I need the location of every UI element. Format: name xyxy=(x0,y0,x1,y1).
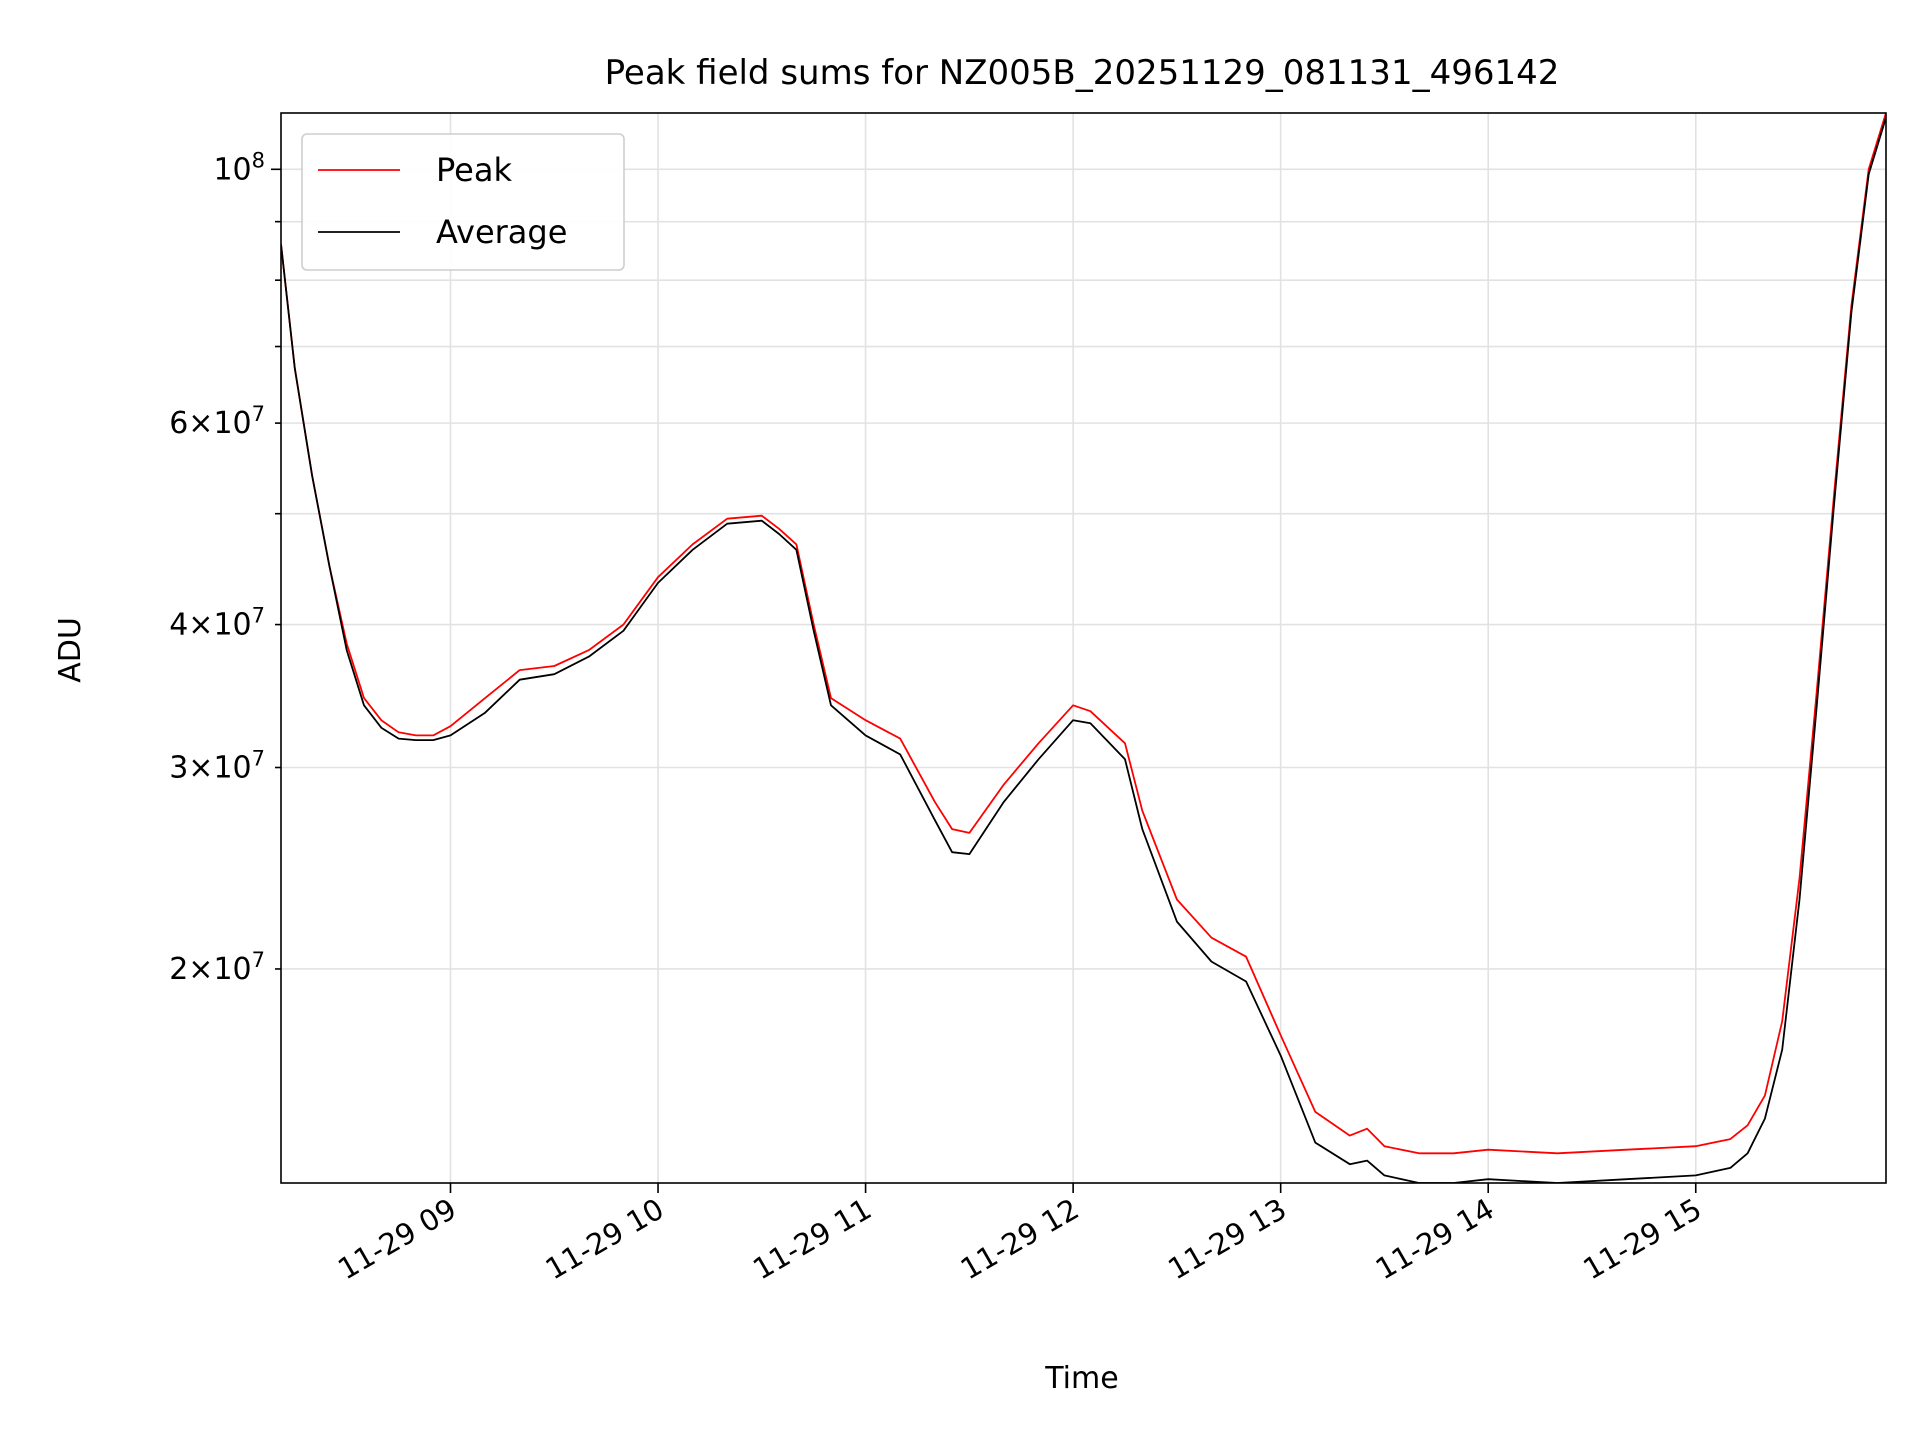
x-axis-ticks: 11-29 09 11-29 10 11-29 11 11-29 12 11-29 13… xyxy=(332,1183,1707,1286)
x-tick-label: 11-29 11 xyxy=(747,1192,877,1287)
legend-box xyxy=(301,133,625,271)
chart-title: Peak field sums for NZ005B_20251129_0811… xyxy=(605,53,1560,93)
x-tick-label: 11-29 10 xyxy=(540,1192,670,1287)
legend-label-peak: Peak xyxy=(436,151,512,189)
x-tick-label: 11-29 14 xyxy=(1370,1192,1500,1287)
x-axis-label: Time xyxy=(1044,1361,1118,1396)
series-line-average xyxy=(281,117,1886,1183)
plot-lines xyxy=(281,113,1886,1183)
y-tick-label: 2×107 xyxy=(169,948,265,987)
x-tick-label: 11-29 13 xyxy=(1162,1192,1292,1287)
legend-label-average: Average xyxy=(436,213,567,251)
y-tick-label: 108 xyxy=(213,148,265,187)
y-tick-label: 6×107 xyxy=(169,402,265,441)
series-line-peak xyxy=(281,113,1886,1155)
y-axis-label: ADU xyxy=(53,617,88,683)
x-tick-label: 11-29 12 xyxy=(955,1192,1085,1287)
legend: Peak Average xyxy=(301,133,625,271)
axes-frame xyxy=(280,112,1887,1184)
y-axis-ticks: 108 2×107 3×107 4×107 6×107 xyxy=(169,148,281,987)
grid xyxy=(281,113,1886,1183)
y-tick-label: 4×107 xyxy=(169,604,265,643)
x-tick-label: 11-29 09 xyxy=(332,1192,462,1287)
y-tick-label: 3×107 xyxy=(169,747,265,786)
x-tick-label: 11-29 15 xyxy=(1577,1192,1707,1287)
